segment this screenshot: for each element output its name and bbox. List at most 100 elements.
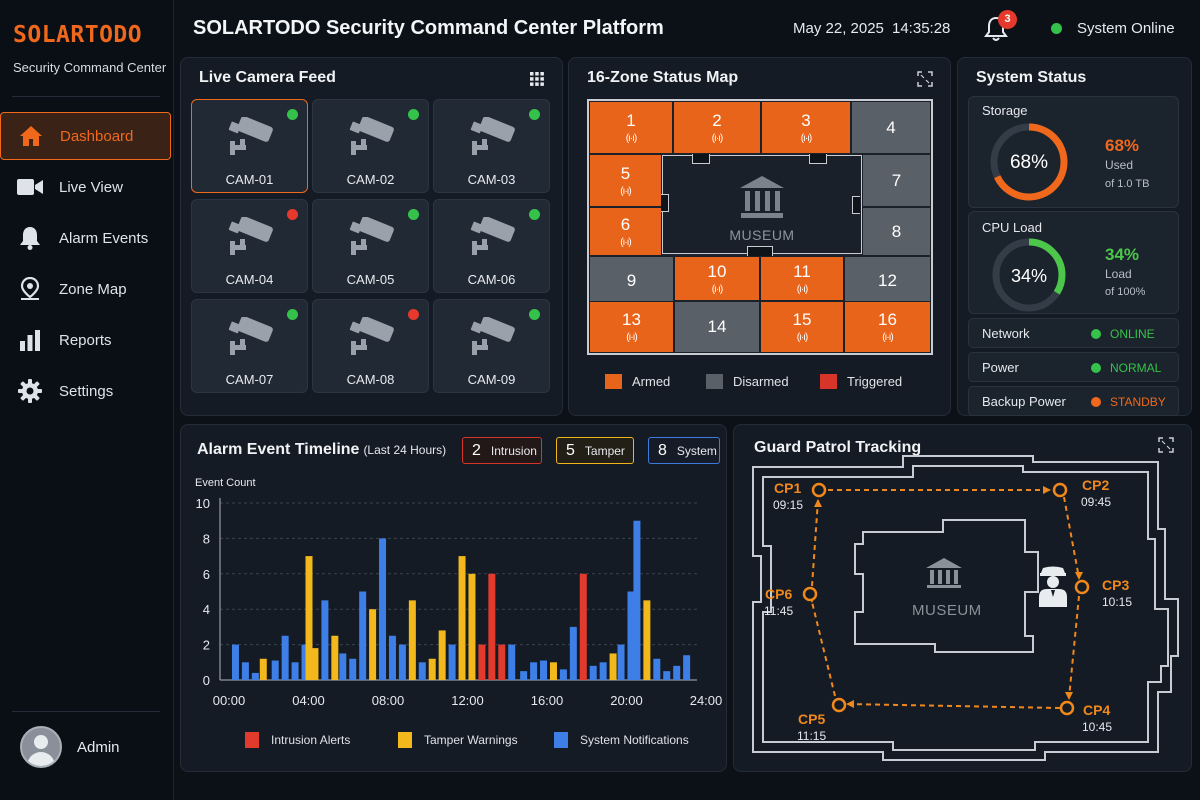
zone-cell[interactable]: 15 (ı·ı) bbox=[760, 301, 844, 353]
camera-tile[interactable]: CAM-07 bbox=[191, 299, 308, 393]
tamper-count-tag[interactable]: 5 Tamper bbox=[556, 437, 634, 464]
zone-cell[interactable]: 5 (ı·ı) bbox=[589, 154, 662, 207]
checkpoint-marker[interactable] bbox=[811, 482, 827, 498]
storage-card: Storage 68% 68% Used of 1.0 TB bbox=[968, 96, 1179, 208]
sidebar-item-reports[interactable]: Reports bbox=[0, 316, 174, 364]
zone-cell[interactable]: 6 (ı·ı) bbox=[589, 207, 662, 256]
sidebar-item-settings[interactable]: Settings bbox=[0, 367, 174, 415]
zone-cell[interactable]: 4(ı·ı) bbox=[851, 101, 931, 154]
camera-tile[interactable]: CAM-08 bbox=[312, 299, 429, 393]
chart-bar bbox=[633, 520, 641, 680]
expand-icon[interactable] bbox=[1158, 437, 1174, 453]
zone-map-title: 16-Zone Status Map bbox=[587, 69, 739, 86]
zone-cell[interactable]: 14(ı·ı) bbox=[674, 301, 760, 353]
camera-tile[interactable]: CAM-01 bbox=[191, 99, 308, 193]
patrol-floorplan bbox=[752, 455, 1179, 761]
zone-number: 13 bbox=[622, 310, 641, 329]
sidebar-nav: Dashboard Live View Alarm Events Zone Ma… bbox=[0, 112, 174, 418]
signal-icon: (ı·ı) bbox=[620, 185, 632, 197]
y-tick-label: 6 bbox=[203, 567, 210, 582]
sidebar-item-alarm-events[interactable]: Alarm Events bbox=[0, 214, 174, 262]
camera-tile[interactable]: CAM-09 bbox=[433, 299, 550, 393]
sidebar-item-live-view[interactable]: Live View bbox=[0, 163, 174, 211]
checkpoint-marker[interactable] bbox=[1052, 482, 1068, 498]
checkpoint-marker[interactable] bbox=[1059, 700, 1075, 716]
bell-icon bbox=[17, 226, 43, 250]
zone-number: 15 bbox=[792, 310, 812, 329]
zone-cell[interactable]: 3 (ı·ı) bbox=[761, 101, 851, 154]
expand-icon[interactable] bbox=[917, 71, 933, 87]
network-status-dot bbox=[1091, 329, 1101, 339]
camera-label: CAM-08 bbox=[346, 372, 395, 387]
chart-bar bbox=[530, 662, 538, 680]
y-tick-label: 0 bbox=[203, 673, 210, 688]
chart-bar bbox=[311, 648, 319, 680]
camera-tile[interactable]: CAM-02 bbox=[312, 99, 429, 193]
header-date: May 22, 2025 bbox=[793, 20, 884, 37]
camera-tile[interactable]: CAM-06 bbox=[433, 199, 550, 293]
zone-cell[interactable]: 9(ı·ı) bbox=[589, 256, 674, 305]
zone-cell[interactable]: 7(ı·ı) bbox=[862, 154, 931, 207]
legend-swatch bbox=[605, 374, 622, 389]
map-pin-icon bbox=[17, 277, 43, 301]
camera-tile[interactable]: CAM-04 bbox=[191, 199, 308, 293]
storage-gauge bbox=[990, 123, 1068, 201]
zone-cell[interactable]: 12(ı·ı) bbox=[844, 256, 931, 305]
power-status-row: Power NORMAL bbox=[968, 352, 1179, 382]
chart-bar bbox=[259, 658, 267, 680]
checkpoint-marker[interactable] bbox=[802, 586, 818, 602]
chart-bar bbox=[331, 635, 339, 680]
sidebar-item-label: Zone Map bbox=[59, 280, 127, 298]
chart-bar bbox=[478, 644, 486, 680]
museum-icon bbox=[926, 558, 962, 588]
camera-status-dot bbox=[408, 109, 419, 120]
gear-icon bbox=[17, 379, 43, 403]
museum-building: MUSEUM bbox=[661, 154, 862, 256]
sidebar-item-dashboard[interactable]: Dashboard bbox=[0, 112, 171, 160]
checkpoint-marker[interactable] bbox=[1074, 579, 1090, 595]
chart-bar bbox=[321, 600, 329, 680]
avatar[interactable] bbox=[20, 726, 62, 768]
camera-status-dot bbox=[287, 209, 298, 220]
chart-bar bbox=[271, 660, 279, 680]
storage-label: Storage bbox=[982, 103, 1028, 118]
camera-status-dot bbox=[408, 309, 419, 320]
camera-tile[interactable]: CAM-03 bbox=[433, 99, 550, 193]
cpu-gauge-value: 34% bbox=[1010, 266, 1048, 286]
chart-bar bbox=[398, 644, 406, 680]
sidebar-divider bbox=[12, 96, 160, 97]
zone-cell[interactable]: 2 (ı·ı) bbox=[673, 101, 761, 154]
signal-icon: (ı·ı) bbox=[625, 132, 638, 144]
checkpoint-label-cp2: CP2 bbox=[1082, 477, 1110, 493]
chart-bar bbox=[379, 538, 387, 680]
power-status-dot bbox=[1091, 363, 1101, 373]
zone-number: 6 bbox=[620, 214, 631, 234]
checkpoint-label-cp4: CP4 bbox=[1083, 702, 1111, 718]
chart-bar bbox=[339, 653, 347, 680]
system-count-tag[interactable]: 8 System bbox=[648, 437, 720, 464]
chart-bar bbox=[599, 662, 607, 680]
legend-swatch bbox=[245, 732, 259, 748]
notification-badge[interactable]: 3 bbox=[998, 10, 1017, 29]
security-camera-icon bbox=[347, 316, 397, 359]
chart-bar bbox=[663, 671, 671, 680]
zone-number: 9 bbox=[626, 270, 637, 290]
zone-cell[interactable]: 1 (ı·ı) bbox=[589, 101, 673, 154]
signal-icon: (ı·ı) bbox=[800, 132, 813, 144]
cpu-gauge bbox=[992, 238, 1066, 312]
zone-cell[interactable]: 11 (ı·ı) bbox=[760, 256, 844, 301]
chart-bar bbox=[488, 573, 496, 680]
zone-legend-item: Disarmed bbox=[706, 374, 789, 389]
zone-number: 10 bbox=[707, 261, 727, 281]
zone-cell[interactable]: 8(ı·ı) bbox=[862, 207, 931, 256]
intrusion-count-tag[interactable]: 2 Intrusion bbox=[462, 437, 542, 464]
zone-cell[interactable]: 10 (ı·ı) bbox=[674, 256, 760, 301]
legend-label: Triggered bbox=[847, 374, 903, 389]
zone-cell[interactable]: 13 (ı·ı) bbox=[589, 301, 674, 353]
camera-tile[interactable]: CAM-05 bbox=[312, 199, 429, 293]
user-profile[interactable]: Admin bbox=[20, 726, 120, 768]
sidebar-item-zone-map[interactable]: Zone Map bbox=[0, 265, 174, 313]
zone-cell[interactable]: 16 (ı·ı) bbox=[844, 301, 931, 353]
checkpoint-marker[interactable] bbox=[831, 697, 847, 713]
grid-view-icon[interactable] bbox=[529, 71, 545, 87]
